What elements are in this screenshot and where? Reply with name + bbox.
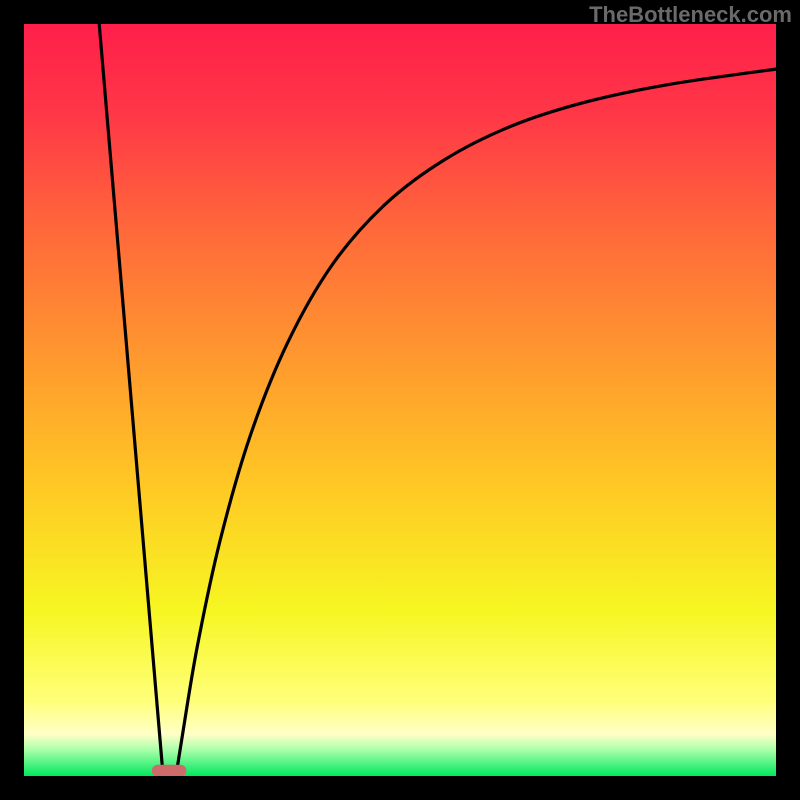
chart-container: { "watermark": { "text": "TheBottleneck.…	[0, 0, 800, 800]
gradient-background	[24, 24, 776, 776]
bottleneck-chart	[0, 0, 800, 800]
plot-area	[24, 24, 776, 777]
optimum-marker	[152, 765, 187, 777]
watermark-text: TheBottleneck.com	[589, 2, 792, 28]
